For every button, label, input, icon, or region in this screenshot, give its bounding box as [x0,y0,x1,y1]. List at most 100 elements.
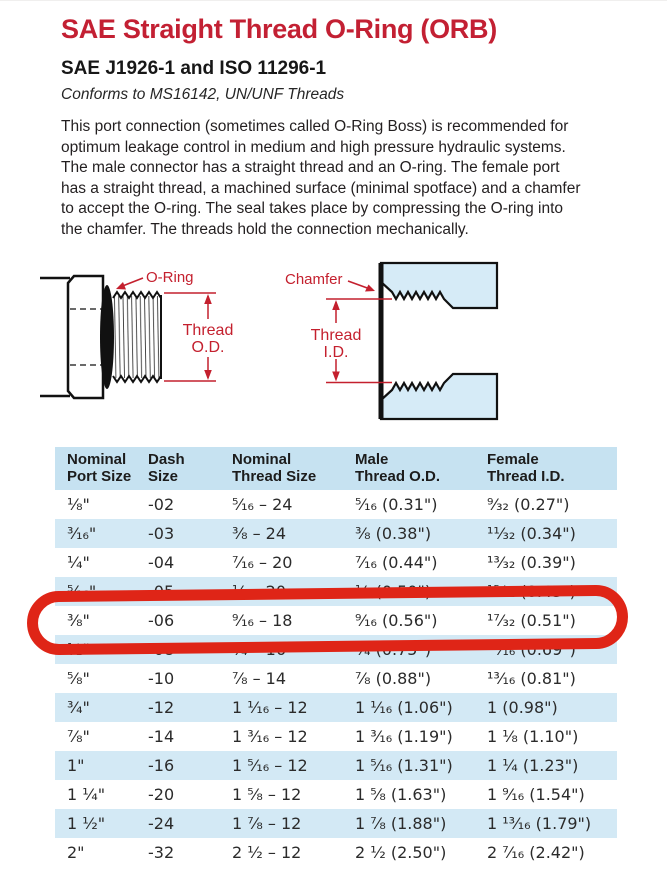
table-cell: ¹⁄₈" [67,495,90,514]
table-cell: 2 ¹⁄₂ (2.50") [355,843,447,862]
header-line: Thread O.D. [355,467,441,485]
thread-texture [113,296,161,378]
table-cell: 2 ⁷⁄₁₆ (2.42") [487,843,585,862]
header-line: Size [148,467,179,485]
table-row: ¹⁄₈" -02 ⁵⁄₁₆ – 24 ⁵⁄₁₆ (0.31") ⁹⁄₃₂ (0.27") [55,490,617,519]
table-cell: ¹⁷⁄₃₂ (0.51") [487,611,576,630]
table-cell: -24 [148,809,232,838]
female-port-diagram: Chamfer Thread I.D. [285,261,499,421]
table-cell: ⁷⁄₁₆ (0.44") [355,553,438,572]
table-cell: ³⁄₈ (0.38") [355,519,487,548]
oring-shape [100,285,114,389]
table-cell: ³⁄₈ – 24 [232,519,355,548]
thread-od-label-line2: O.D. [192,339,225,356]
thread-crest-top [112,290,162,300]
orb-size-table: Nominal Port Size Dash Size Nominal Thread … [55,447,617,867]
col-header-dash-size: Dash Size [148,447,232,490]
table-cell: -20 [148,785,175,804]
table-cell: ³⁄₈" [67,611,90,630]
table-cell: 1 ⁵⁄₁₆ – 12 [232,751,355,780]
header-line: Female [487,451,539,468]
table-cell: -12 [148,693,232,722]
table-cell: ⁹⁄₁₆ (0.56") [355,611,438,630]
table-cell: -04 [148,553,175,572]
header-line: Port Size [67,467,132,485]
table-cell: ¹⁵⁄₃₂ (0.45") [487,577,617,606]
table-row: ¹⁄₂" -08 ³⁄₄ – 16 ³⁄₄ (0.75") ¹¹⁄₁₆ (0.69") [55,635,617,664]
table-cell: 1 ¹⁄₂" [55,809,148,838]
table-row: ³⁄₁₆" -03 ³⁄₈ – 24 ³⁄₈ (0.38") ¹¹⁄₃₂ (0.34") [55,519,617,548]
col-header-nominal-thread-size: Nominal Thread Size [232,447,355,490]
table-row: ⁵⁄₁₆" -05 ¹⁄₂ – 20 ¹⁄₂ (0.50") ¹⁵⁄₃₂ (0.45") [55,577,617,606]
table-row: ⁵⁄₈" -10 ⁷⁄₈ – 14 ⁷⁄₈ (0.88") ¹³⁄₁₆ (0.81") [55,664,617,693]
conformance-note: Conforms to MS16142, UN/UNF Threads [61,86,345,103]
hex-flat-lines [70,308,102,366]
table-cell: ⁷⁄₈ (0.88") [355,669,432,688]
table-cell: ¹³⁄₁₆ (0.81") [487,669,576,688]
table-cell: 1 ⁵⁄₈ (1.63") [355,785,447,804]
table-cell: 1 ⁷⁄₈ (1.88") [355,809,487,838]
table-cell: ³⁄₄ (0.75") [355,635,487,664]
table-cell: ⁷⁄₁₆ – 20 [232,553,293,572]
table-cell: -14 [148,727,175,746]
table-cell: 2" [67,843,85,862]
standards-subtitle: SAE J1926-1 and ISO 11296-1 [61,58,327,79]
table-cell: ⁷⁄₈ – 14 [232,669,287,688]
table-cell: ³⁄₄ – 16 [232,635,355,664]
table-cell: 1 ¹⁄₁₆ (1.06") [355,693,487,722]
table-cell: 1 ¹⁄₁₆ – 12 [232,693,355,722]
hex-body [66,274,105,400]
table-cell: 1 ⁹⁄₁₆ (1.54") [487,785,585,804]
page-title: SAE Straight Thread O-Ring (ORB) [61,14,497,44]
thread-crest-bottom [112,374,162,384]
header-line: Thread Size [232,467,317,485]
table-cell: 1 ¹³⁄₁₆ (1.79") [487,809,617,838]
thread-id-label-line1: Thread [311,327,362,344]
table-cell: -08 [148,635,232,664]
table-cell: 1 ¹⁄₈ (1.10") [487,727,579,746]
table-cell: ¹¹⁄₃₂ (0.34") [487,519,617,548]
table-cell: ⁵⁄₁₆ (0.31") [355,495,438,514]
table-row: 1" -16 1 ⁵⁄₁₆ – 12 1 ⁵⁄₁₆ (1.31") 1 ¹⁄₄ (1.2… [55,751,617,780]
id-arrowhead-up [332,300,340,310]
table-cell: -03 [148,519,232,548]
table-cell: 1 ¹⁄₄ (1.23") [487,751,617,780]
table-header-row: Nominal Port Size Dash Size Nominal Thread … [55,447,617,490]
intro-paragraph: This port connection (sometimes called O… [61,118,581,238]
thread-id-label-line2: I.D. [324,344,349,361]
table-row: ¹⁄₄" -04 ⁷⁄₁₆ – 20 ⁷⁄₁₆ (0.44") ¹³⁄₃₂ (0.39"… [55,548,617,577]
table-cell: 1 (0.98") [487,693,617,722]
table-row-highlighted: ³⁄₈" -06 ⁹⁄₁₆ – 18 ⁹⁄₁₆ (0.56") ¹⁷⁄₃₂ (0.51"… [55,606,617,635]
male-connector-diagram: O-Ring Thread O.D. [40,269,233,400]
table-cell: 1 ¹⁄₄" [67,785,106,804]
table-cell: ¹³⁄₃₂ (0.39") [487,553,576,572]
male-body-lines [40,276,70,398]
table-cell: -05 [148,577,232,606]
table-cell: ⁹⁄₃₂ (0.27") [487,495,570,514]
chamfer-arrowhead [365,284,375,292]
table-cell: ⁹⁄₁₆ – 18 [232,611,293,630]
table-cell: ⁵⁄₁₆" [55,577,148,606]
chamfer-arrow-line [347,280,371,290]
table-cell: 1" [55,751,148,780]
table-cell: 1 ⁷⁄₈ – 12 [232,809,355,838]
table-cell: 1 ⁵⁄₈ – 12 [232,785,302,804]
table-row: 1 ¹⁄₂" -24 1 ⁷⁄₈ – 12 1 ⁷⁄₈ (1.88") 1 ¹³⁄₁₆ … [55,809,617,838]
id-extension-lines [326,298,392,384]
table-cell: ¹⁄₂ – 20 [232,577,355,606]
table-cell: -32 [148,843,175,862]
table-row: ³⁄₄" -12 1 ¹⁄₁₆ – 12 1 ¹⁄₁₆ (1.06") 1 (0.98"… [55,693,617,722]
table-row: 1 ¹⁄₄" -20 1 ⁵⁄₈ – 12 1 ⁵⁄₈ (1.63") 1 ⁹⁄₁₆ (… [55,780,617,809]
table-cell: ¹⁄₂" [55,635,148,664]
header-line: Thread I.D. [487,467,565,485]
col-header-male-thread-od: Male Thread O.D. [355,447,487,490]
table-row: 2" -32 2 ¹⁄₂ – 12 2 ¹⁄₂ (2.50") 2 ⁷⁄₁₆ (2.42… [55,838,617,867]
table-cell: ¹⁄₂ (0.50") [355,577,487,606]
table-cell: 1 ³⁄₁₆ (1.19") [355,727,453,746]
table-cell: ³⁄₄" [55,693,148,722]
thread-diagrams: O-Ring Thread O.D. Chamfer Thread I.D. [40,261,499,421]
table-cell: -10 [148,669,175,688]
header-line: Nominal [67,451,127,468]
col-header-nominal-port-size: Nominal Port Size [55,447,148,490]
